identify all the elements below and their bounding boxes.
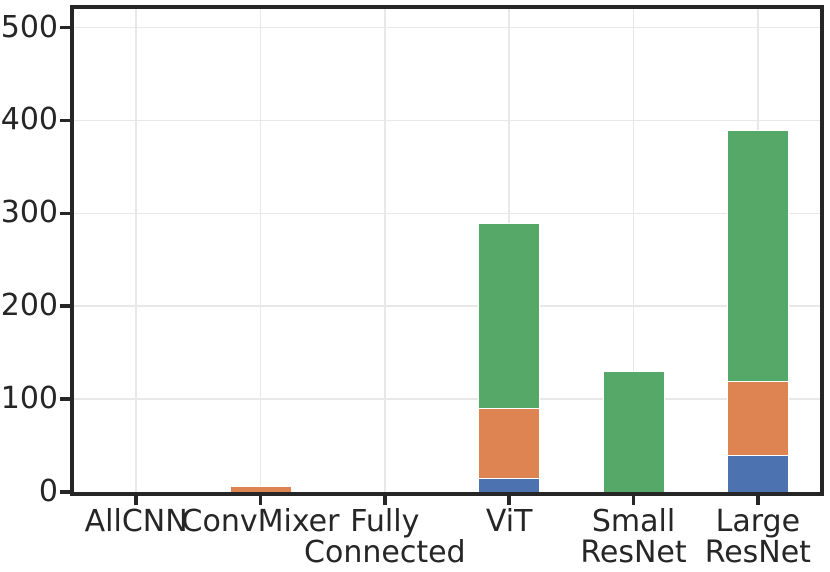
x-tick-label: Small ResNet	[580, 504, 687, 570]
plot-inner-area	[74, 9, 820, 492]
x-tick-label: Fully Connected	[304, 504, 466, 570]
y-tick-label: 0	[38, 474, 58, 509]
gridline-horizontal	[74, 305, 820, 307]
y-tick-mark	[60, 397, 70, 401]
bar-large-resnet-orange-segment	[726, 380, 789, 455]
gridline-horizontal	[74, 119, 820, 122]
y-tick-label: 200	[0, 288, 58, 324]
gridline-vertical	[259, 9, 262, 492]
bar-large-resnet-green-segment	[726, 129, 789, 381]
y-tick-mark	[60, 25, 70, 30]
x-tick-mark	[134, 496, 138, 505]
bar-vit-orange-segment	[478, 408, 541, 479]
gridline-horizontal	[74, 398, 820, 400]
y-tick-mark	[60, 490, 70, 494]
gridline-horizontal	[74, 212, 820, 215]
x-tick-mark	[756, 496, 760, 505]
x-tick-mark	[631, 496, 636, 505]
y-tick-label: 300	[0, 195, 58, 231]
gridline-vertical	[135, 9, 137, 492]
x-tick-mark	[258, 496, 263, 505]
x-tick-mark	[507, 496, 511, 505]
x-tick-label: ConvMixer	[181, 504, 340, 539]
bar-vit-green-segment	[478, 222, 541, 409]
x-tick-mark	[383, 496, 387, 505]
plot-area	[70, 5, 824, 496]
bar-small-resnet-green-segment	[602, 371, 665, 492]
gridline-vertical	[632, 9, 635, 492]
y-tick-label: 400	[0, 102, 58, 138]
y-tick-label: 500	[0, 9, 58, 45]
bar-convmixer-orange-segment	[229, 485, 292, 492]
gridline-vertical	[384, 9, 386, 492]
x-tick-label: ViT	[485, 504, 533, 539]
x-tick-label: Large ResNet	[704, 504, 811, 570]
bar-vit-blue-segment	[478, 478, 541, 492]
y-tick-mark	[60, 304, 70, 308]
y-tick-label: 100	[0, 381, 58, 417]
x-tick-label: AllCNN	[84, 504, 188, 539]
gridline-horizontal	[74, 26, 820, 29]
y-tick-mark	[60, 211, 70, 216]
y-tick-mark	[60, 118, 70, 123]
bar-large-resnet-blue-segment	[726, 454, 789, 492]
